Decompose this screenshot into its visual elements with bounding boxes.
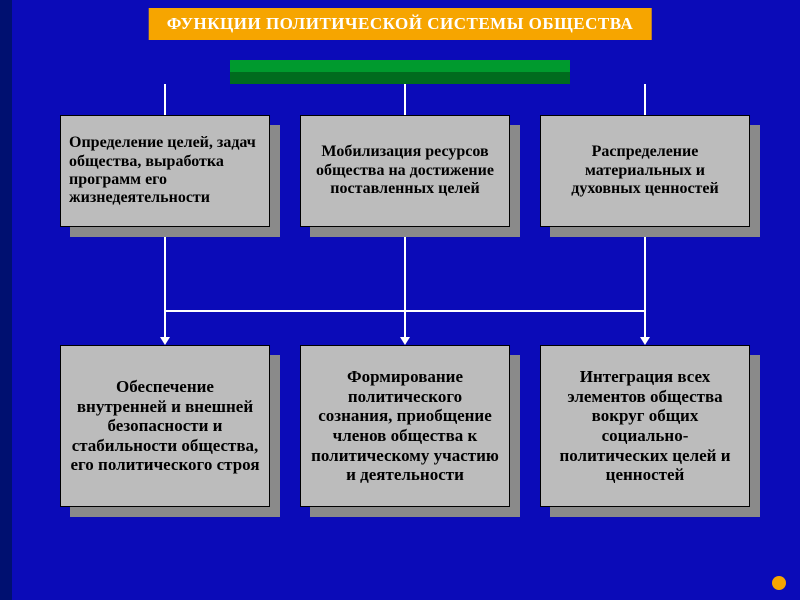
- function-box: Распределение материальных и духовных це…: [540, 115, 750, 227]
- function-box: Формирование политического сознания, при…: [300, 345, 510, 507]
- arrowhead-icon: [640, 337, 650, 345]
- box-face: Распределение материальных и духовных це…: [540, 115, 750, 227]
- arrowhead-icon: [400, 337, 410, 345]
- connector-v-bot-2: [404, 310, 406, 339]
- box-text: Распределение материальных и духовных це…: [549, 143, 741, 198]
- box-face: Мобилизация ресурсов общества на достиже…: [300, 115, 510, 227]
- box-face: Формирование политического сознания, при…: [300, 345, 510, 507]
- slide-title: ФУНКЦИИ ПОЛИТИЧЕСКОЙ СИСТЕМЫ ОБЩЕСТВА: [149, 8, 652, 40]
- box-text: Определение целей, задач общества, выраб…: [69, 134, 261, 208]
- splitter-bar: [230, 60, 570, 84]
- box-face: Определение целей, задач общества, выраб…: [60, 115, 270, 227]
- connector-v-mid-2: [404, 237, 406, 310]
- box-face: Интеграция всех элементов общества вокру…: [540, 345, 750, 507]
- function-box: Интеграция всех элементов общества вокру…: [540, 345, 750, 507]
- box-text: Мобилизация ресурсов общества на достиже…: [309, 143, 501, 198]
- nav-dot-icon[interactable]: [772, 576, 786, 590]
- box-text: Обеспечение внутренней и внешней безопас…: [69, 377, 261, 475]
- connector-v-bot-3: [644, 310, 646, 339]
- connector-v-mid-1: [164, 237, 166, 310]
- connector-v-top-3: [644, 84, 646, 115]
- splitter-bottom: [230, 72, 570, 84]
- function-box: Определение целей, задач общества, выраб…: [60, 115, 270, 227]
- splitter-top: [230, 60, 570, 72]
- connector-v-top-2: [404, 84, 406, 115]
- slide: ФУНКЦИИ ПОЛИТИЧЕСКОЙ СИСТЕМЫ ОБЩЕСТВА Оп…: [0, 0, 800, 600]
- function-box: Мобилизация ресурсов общества на достиже…: [300, 115, 510, 227]
- box-text: Формирование политического сознания, при…: [309, 367, 501, 484]
- function-box: Обеспечение внутренней и внешней безопас…: [60, 345, 270, 507]
- connector-v-top-1: [164, 84, 166, 115]
- arrowhead-icon: [160, 337, 170, 345]
- box-text: Интеграция всех элементов общества вокру…: [549, 367, 741, 484]
- connector-v-bot-1: [164, 310, 166, 339]
- connector-v-mid-3: [644, 237, 646, 310]
- left-accent-border: [0, 0, 12, 600]
- box-face: Обеспечение внутренней и внешней безопас…: [60, 345, 270, 507]
